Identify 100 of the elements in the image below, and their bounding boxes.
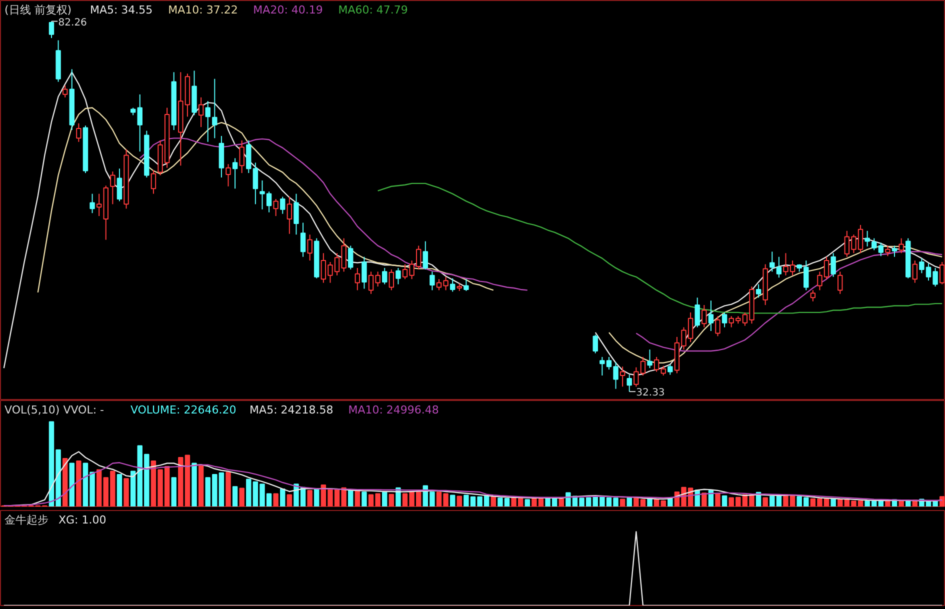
candlestick [422,240,428,270]
bar [620,498,626,506]
candlestick [668,364,673,376]
bar [456,496,462,506]
bar [830,498,836,506]
bar [450,494,456,506]
candlestick [592,334,598,354]
bar [124,478,129,506]
text: MA60: 47.79 [338,4,408,16]
candlestick [430,271,435,291]
bar [226,472,231,506]
candlestick [694,297,700,328]
candlestick [660,365,666,376]
text: MA20: 40.19 [253,4,323,16]
bar [314,488,320,506]
candlestick [464,278,469,292]
bar [762,497,768,506]
candlestick [62,85,68,98]
bar [382,492,388,506]
bar [307,490,312,506]
bar [668,498,673,506]
bar [702,492,707,506]
bar [838,499,843,506]
candlestick [838,271,843,294]
bar [524,499,530,506]
candlestick [756,284,762,298]
bar [348,490,354,506]
bar [171,477,176,506]
text: MA10: 37.22 [168,4,238,16]
bar [362,492,367,506]
chart-title: (日线 前复权) [4,4,72,16]
bar [96,469,102,506]
bar [558,498,564,506]
annotation: 32.33 [636,388,665,399]
candlestick [307,234,312,262]
candlestick [150,170,156,194]
bar [116,474,122,506]
candlestick [48,20,54,39]
candlestick [212,78,218,139]
candlestick [830,252,836,278]
text: VOLUME: 22646.20 [130,404,236,416]
candlestick [348,245,354,270]
candlestick [232,158,238,190]
candlestick [885,245,890,257]
candlestick [770,251,775,272]
bar [878,500,884,506]
candlestick [198,96,204,128]
candlestick [620,366,626,388]
bar [192,462,197,506]
chart-title: 金牛起步 [4,514,48,526]
candlestick [776,256,782,278]
candlestick [280,196,286,214]
chart-title: VOL(5,10) VVOL: - [4,404,104,416]
candlestick [626,374,632,392]
candlestick [708,300,714,332]
candlestick [939,262,945,285]
candlestick [294,193,299,236]
bar [280,488,286,506]
bar [660,500,666,506]
candlestick [702,304,707,328]
candlestick [300,222,306,258]
bar [770,496,775,506]
candlestick [872,238,877,251]
text: MA10: 24996.48 [348,404,439,416]
candlestick [382,267,388,285]
bar [906,500,911,506]
bar [273,493,278,506]
candlestick [239,140,244,174]
bar [354,490,360,506]
bar [198,465,204,506]
candlestick [110,171,116,205]
bar [388,494,394,506]
candlestick [76,122,82,142]
candlestick [354,267,360,291]
bar [626,497,632,506]
bar [490,496,496,506]
candlestick [898,238,904,254]
bar [286,494,292,506]
candlestick [362,256,367,290]
candlestick [273,198,278,217]
candlestick [912,260,918,284]
bar [76,460,82,506]
candlestick [878,242,884,257]
bar [722,495,728,506]
bar [898,500,904,506]
candlestick [388,268,394,291]
bar [232,486,238,506]
text: MA5: 24218.58 [250,404,334,416]
candlestick [396,267,401,285]
annotation: 82.26 [58,17,87,28]
bar [239,488,244,506]
candlestick [90,193,95,214]
candlestick [722,312,728,328]
candlestick [654,356,660,372]
candlestick [137,94,142,152]
bar [69,462,74,506]
candlestick [892,245,898,258]
bar [939,496,945,506]
candlestick [647,349,652,369]
candlestick [226,164,231,187]
